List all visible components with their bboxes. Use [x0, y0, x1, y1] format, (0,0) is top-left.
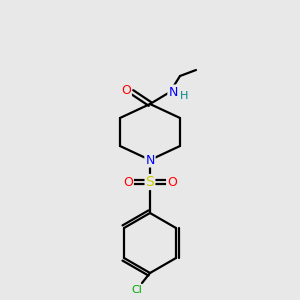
Text: O: O	[121, 83, 131, 97]
Text: H: H	[180, 91, 188, 101]
Text: O: O	[167, 176, 177, 188]
Text: N: N	[168, 85, 178, 98]
Text: O: O	[123, 176, 133, 188]
Text: S: S	[146, 175, 154, 189]
Text: N: N	[145, 154, 155, 166]
Text: Cl: Cl	[132, 285, 142, 295]
